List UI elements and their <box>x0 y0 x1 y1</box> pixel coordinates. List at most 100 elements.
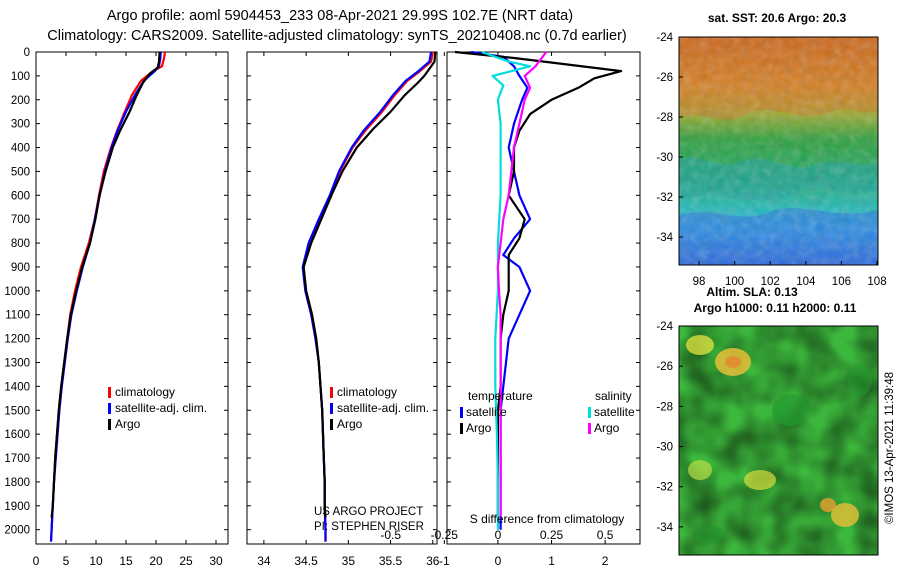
salinity-axes-frame <box>246 51 438 545</box>
depth-tick-label: 1700 <box>4 453 30 465</box>
legend-label-argo: Argo <box>466 421 492 435</box>
depth-tick-label: 600 <box>11 190 30 202</box>
series-sat_salinity <box>481 50 532 530</box>
x-tick-label: 5 <box>63 554 70 568</box>
depth-tick-label: 500 <box>11 166 30 178</box>
x-tick-label: 0 <box>495 554 502 568</box>
depth-tick-label: 1600 <box>4 429 30 441</box>
salinity-panel: 34 34.5 35 35.5 36 climatology satellite-adj. … <box>246 51 440 568</box>
x-tick-label: 36 <box>426 554 440 568</box>
map-y-tick-label: -30 <box>656 152 673 164</box>
x-tick-label: 2 <box>602 554 609 568</box>
x-tick-label: 1 <box>548 554 555 568</box>
legend-swatch-climatology <box>108 387 111 398</box>
series-satellite <box>301 51 433 542</box>
title-line-2: Climatology: CARS2009. Satellite-adjuste… <box>47 28 627 44</box>
secondary-tick-label: 0.25 <box>540 528 564 542</box>
depth-tick-label: 1800 <box>4 477 30 489</box>
depth-tick-label: 400 <box>11 143 30 155</box>
legend-label-satellite: satellite-adj. clim. <box>337 401 429 415</box>
x-tick-label: 20 <box>149 554 163 568</box>
legend-swatch-satellite <box>330 403 333 414</box>
title-line-1: Argo profile: aoml 5904453_233 08-Apr-20… <box>107 8 573 24</box>
legend-label-sat_salinity: satellite <box>594 405 635 419</box>
sla-title: Altim. SLA: 0.13 <box>706 285 798 299</box>
depth-tick-label: 1200 <box>4 334 30 346</box>
legend-header-salinity: salinity <box>595 389 632 403</box>
legend-label-climatology: climatology <box>337 385 397 399</box>
map-x-tick-label: 102 <box>761 276 780 288</box>
map-y-tick-label: -26 <box>656 361 673 373</box>
depth-tick-label: 700 <box>11 214 30 226</box>
difference-axes-frame <box>446 51 641 545</box>
series-argo_salinity <box>496 51 548 518</box>
map-y-tick-label: -32 <box>656 482 673 494</box>
depth-tick-label: 100 <box>11 71 30 83</box>
x-tick-label: 30 <box>209 554 223 568</box>
secondary-tick-label: 0.5 <box>597 528 614 542</box>
depth-tick-label: 1000 <box>4 286 30 298</box>
sst-map: sat. SST: 20.6 Argo: 20.3 -24 -26 -28 -30 -3… <box>656 11 886 288</box>
depth-tick-label: 2000 <box>4 525 30 537</box>
x-tick-label: 35.5 <box>379 554 403 568</box>
x-tick-label: 34.5 <box>294 554 318 568</box>
series-argo <box>302 51 437 518</box>
sla-map-frame <box>678 325 879 556</box>
map-y-tick-label: -34 <box>656 522 673 534</box>
map-y-tick-label: -24 <box>656 321 673 333</box>
map-x-tick-label: 104 <box>796 276 816 288</box>
sst-map-title: sat. SST: 20.6 Argo: 20.3 <box>708 11 847 25</box>
x-tick-label: 10 <box>89 554 103 568</box>
legend-header-temperature: temperature <box>468 389 533 403</box>
x-tick-label: -1 <box>439 554 450 568</box>
pi-annotation: PI: STEPHEN RISER <box>314 521 424 533</box>
legend-label-satellite: satellite-adj. clim. <box>115 401 207 415</box>
series-satellite <box>49 51 162 542</box>
legend-swatch-argo <box>330 419 333 430</box>
legend-swatch-climatology <box>330 387 333 398</box>
depth-tick-label: 1100 <box>5 310 30 322</box>
legend-swatch-argo <box>108 419 111 430</box>
map-y-tick-label: -28 <box>656 112 673 124</box>
temperature-axes-frame <box>35 51 229 545</box>
x-tick-label: 34 <box>257 554 271 568</box>
temperature-panel: 0100200300400500600700800900100011001200… <box>4 47 229 568</box>
depth-tick-label: 900 <box>11 262 30 274</box>
x-tick-label: 25 <box>179 554 193 568</box>
map-y-tick-label: -32 <box>656 192 673 204</box>
series-climatology <box>49 51 167 542</box>
depth-tick-label: 300 <box>11 119 30 131</box>
legend-swatch-argo_salinity <box>588 423 591 434</box>
depth-tick-label: 200 <box>11 95 30 107</box>
secondary-tick-label: -0.25 <box>431 528 459 542</box>
map-x-tick-label: 100 <box>725 276 744 288</box>
x-tick-label: 35 <box>342 554 356 568</box>
map-y-tick-label: -30 <box>656 442 673 454</box>
legend-label-argo: Argo <box>115 417 141 431</box>
map-x-tick-label: 106 <box>832 276 851 288</box>
depth-tick-label: 1900 <box>4 501 30 513</box>
secondary-tick-label: -0.5 <box>380 528 401 542</box>
secondary-axis-label: S difference from climatology <box>470 512 625 526</box>
map-y-tick-label: -26 <box>656 72 673 84</box>
series-argo <box>50 51 161 518</box>
map-x-tick-label: 98 <box>693 276 706 288</box>
secondary-tick-label: 0 <box>495 528 502 542</box>
map-y-tick-label: -28 <box>656 401 673 413</box>
depth-tick-label: 800 <box>11 238 30 250</box>
imos-credit: ©IMOS 13-Apr-2021 11:39:48 <box>884 372 896 524</box>
series-argo <box>454 50 623 518</box>
legend-label-argo: Argo <box>337 417 363 431</box>
legend-label-argo_salinity: Argo <box>594 421 620 435</box>
map-y-tick-label: -34 <box>656 232 673 244</box>
sst-map-axes: -24 -26 -28 -30 -32 -34 98 100 102 104 106 108 <box>656 32 886 288</box>
legend-label-climatology: climatology <box>115 385 175 399</box>
profile-panels: 0100200300400500600700800900100011001200… <box>4 47 641 568</box>
depth-tick-label: 1400 <box>4 381 30 393</box>
pi-annotation: US ARGO PROJECT <box>314 506 423 518</box>
sst-map-frame <box>678 36 879 266</box>
x-tick-label: 15 <box>119 554 133 568</box>
depth-tick-label: 1500 <box>4 405 30 417</box>
depth-tick-label: 1300 <box>4 357 30 369</box>
sla-map: Altim. SLA: 0.13 Argo h1000: 0.11 h2000:… <box>656 285 879 556</box>
